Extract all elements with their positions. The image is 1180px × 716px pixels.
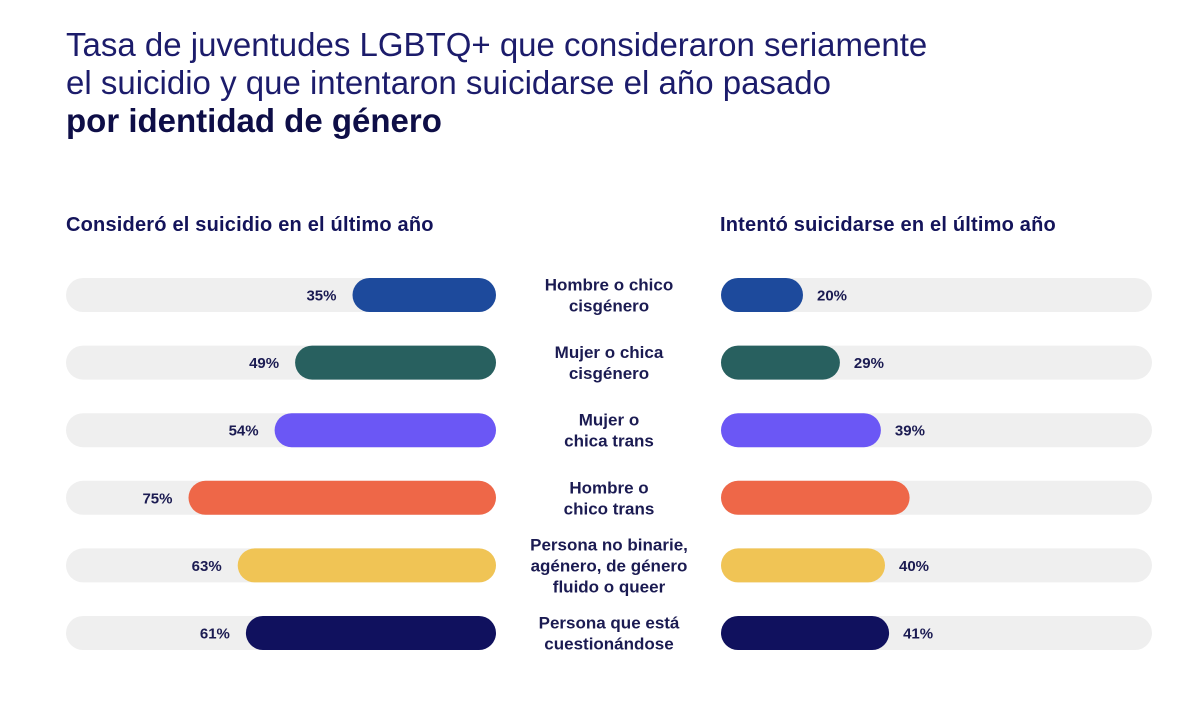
left-value-label-2: 49% xyxy=(249,355,279,372)
left-series-heading: Consideró el suicidio en el último año xyxy=(66,214,434,236)
left-bar-5 xyxy=(237,548,496,583)
left-value-label-1: 35% xyxy=(306,288,336,305)
right-value-label-1: 20% xyxy=(817,288,847,305)
left-bar-6 xyxy=(245,616,496,650)
category-label-2: Mujer o chica cisgénero xyxy=(555,343,664,383)
left-bar-3 xyxy=(274,413,496,448)
right-bar-5 xyxy=(721,548,885,583)
category-label-3: Mujer o chica trans xyxy=(564,411,654,451)
category-label-5: Persona no binarie, agénero, de género flu… xyxy=(530,535,688,596)
right-bar-4 xyxy=(721,480,910,515)
category-label-1: Hombre o chico cisgénero xyxy=(545,276,673,316)
left-value-label-6: 61% xyxy=(200,626,230,643)
right-value-label-3: 39% xyxy=(895,423,925,440)
right-bar-6 xyxy=(721,616,890,650)
right-series-heading: Intentó suicidarse en el último año xyxy=(720,214,1056,236)
left-bar-2 xyxy=(295,345,496,380)
right-bar-3 xyxy=(721,413,881,448)
right-track-1 xyxy=(721,278,1152,312)
title-line-1: Tasa de juventudes LGBTQ+ que considerar… xyxy=(66,26,928,63)
left-value-label-5: 63% xyxy=(192,558,222,575)
right-value-label-2: 29% xyxy=(854,355,884,372)
left-bar-1 xyxy=(352,278,496,312)
right-bar-2 xyxy=(721,345,840,380)
title-line-2: el suicidio y que intentaron suicidarse … xyxy=(66,64,831,101)
category-label-4: Hombre o chico trans xyxy=(564,478,655,518)
category-label-6: Persona que está cuestionándose xyxy=(539,614,680,654)
left-bar-4 xyxy=(188,480,496,515)
left-value-label-3: 54% xyxy=(229,423,259,440)
title-line-3: por identidad de género xyxy=(66,102,442,139)
chart-title: Tasa de juventudes LGBTQ+ que considerar… xyxy=(66,26,927,140)
right-bar-1 xyxy=(721,278,803,312)
left-value-label-4: 75% xyxy=(142,490,172,507)
right-value-label-5: 40% xyxy=(899,558,929,575)
right-value-label-6: 41% xyxy=(903,626,933,643)
